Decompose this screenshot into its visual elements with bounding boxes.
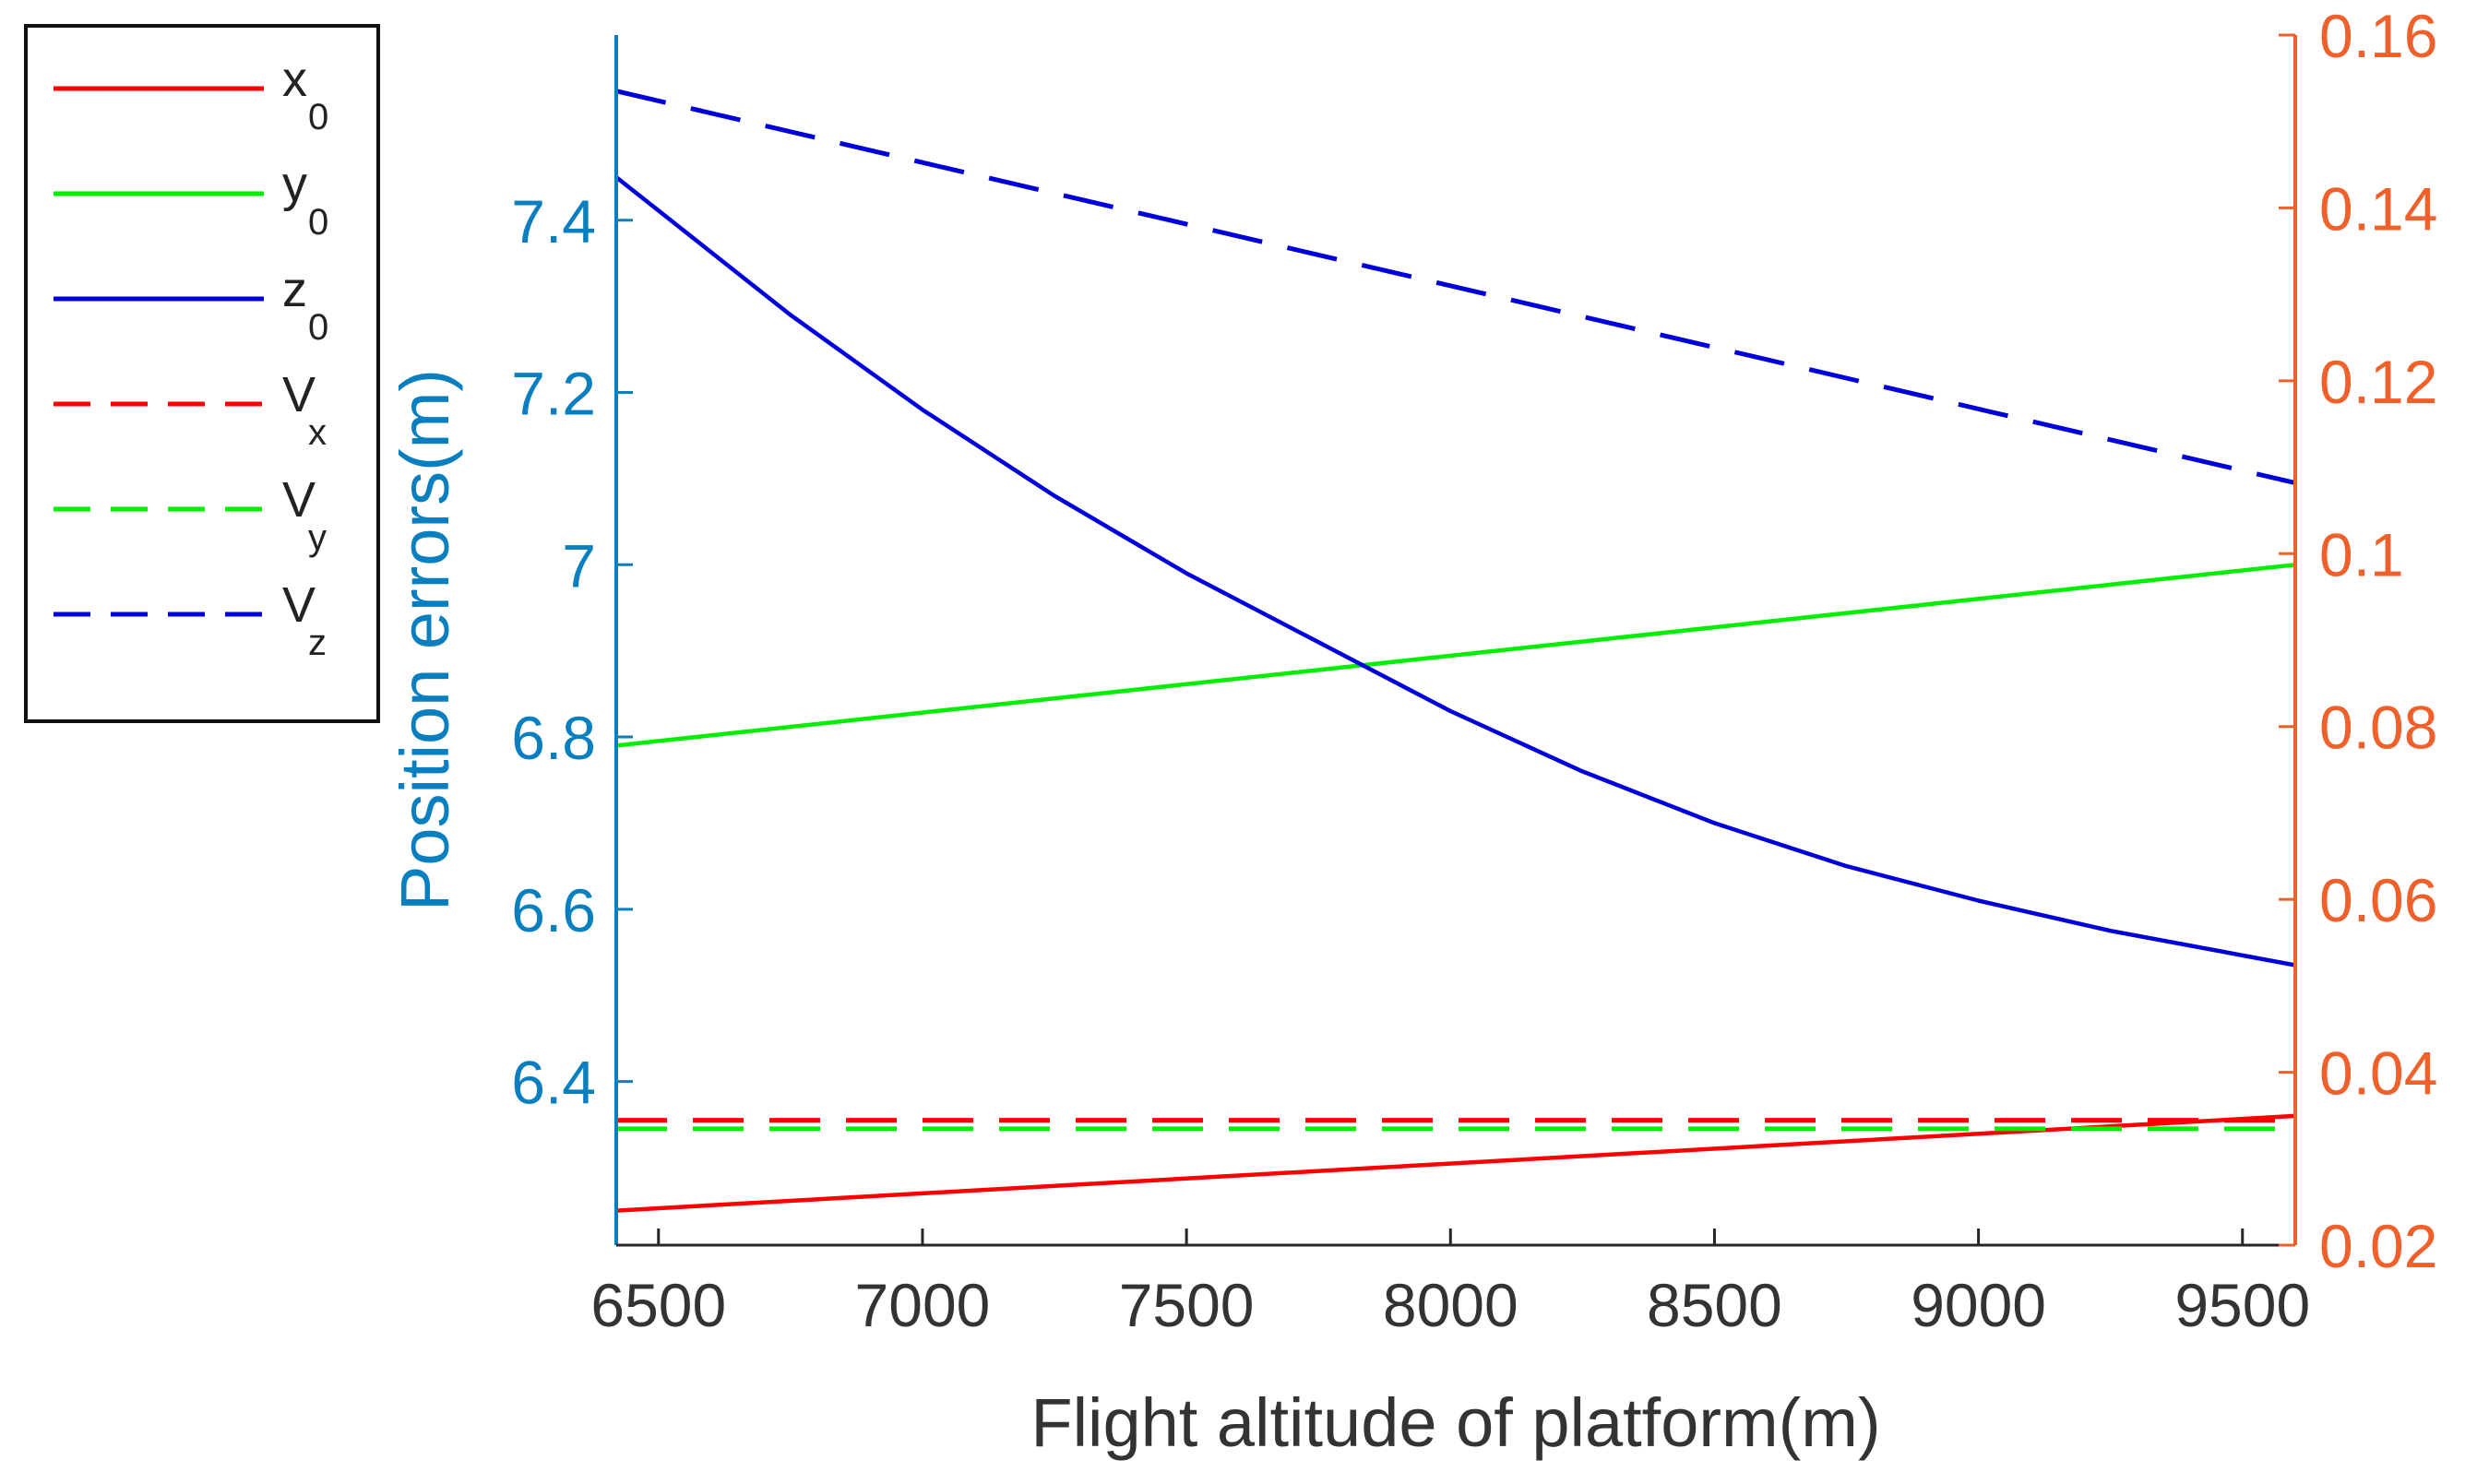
series-line-Vz	[615, 89, 2296, 486]
y-left-tick-label: 7.2	[511, 360, 596, 428]
y-right-tick-label: 0.02	[2319, 1212, 2437, 1280]
y-left-tick-label: 7.4	[511, 187, 596, 255]
legend-sub-z0: 0	[308, 307, 328, 348]
legend-sub-Vy: y	[308, 517, 327, 558]
series-line-y0	[615, 563, 2296, 748]
y-right-tick-label: 0.1	[2319, 520, 2404, 588]
legend-label-x0: x	[282, 52, 307, 107]
legend-label-Vz: V	[282, 577, 316, 633]
y-right-tick-label: 0.14	[2319, 174, 2437, 243]
series-line-z0	[614, 175, 2296, 968]
x-tick-label: 8000	[1383, 1271, 1518, 1339]
y-right-tick-label: 0.04	[2319, 1039, 2437, 1108]
x-tick-label: 6500	[590, 1271, 726, 1339]
series-layer	[614, 89, 2296, 1213]
y-right-tick-label: 0.08	[2319, 694, 2437, 762]
legend-label-y0: y	[282, 157, 307, 212]
x-axis-label: Flight altitude of platform(m)	[1030, 1384, 1880, 1461]
legend-sub-Vz: z	[308, 623, 327, 663]
y-right-tick-label: 0.06	[2319, 866, 2437, 934]
x-tick-label: 8500	[1647, 1271, 1782, 1339]
legend-label-Vx: V	[282, 367, 316, 422]
y-left-tick-label: 6.4	[511, 1049, 596, 1117]
axes-layer: 6500 7000 7500 8000 8500 9000 9500 6.4 6.6 6.8 7 7.…	[511, 2, 2437, 1339]
legend-sub-Vx: x	[308, 412, 327, 453]
legend-label-z0: z	[282, 262, 307, 317]
legend-sub-y0: 0	[308, 202, 328, 243]
legend-label-Vy: V	[282, 472, 316, 528]
y-left-tick-label: 6.8	[511, 704, 596, 772]
series-line-x0	[615, 1113, 2296, 1213]
x-tick-label: 7000	[855, 1271, 991, 1339]
y-right-tick-label: 0.16	[2319, 2, 2437, 70]
y-right-tick-label: 0.12	[2319, 348, 2437, 416]
x-tick-label: 9500	[2174, 1271, 2310, 1339]
legend-box	[24, 24, 380, 723]
y-left-tick-label: 6.6	[511, 876, 596, 944]
x-tick-label: 7500	[1119, 1271, 1255, 1339]
legend-sub-x0: 0	[308, 97, 328, 137]
x-tick-label: 9000	[1911, 1271, 2046, 1339]
y-axis-left-label: Position errors(m)	[387, 369, 463, 911]
y-left-tick-label: 7	[562, 531, 596, 600]
